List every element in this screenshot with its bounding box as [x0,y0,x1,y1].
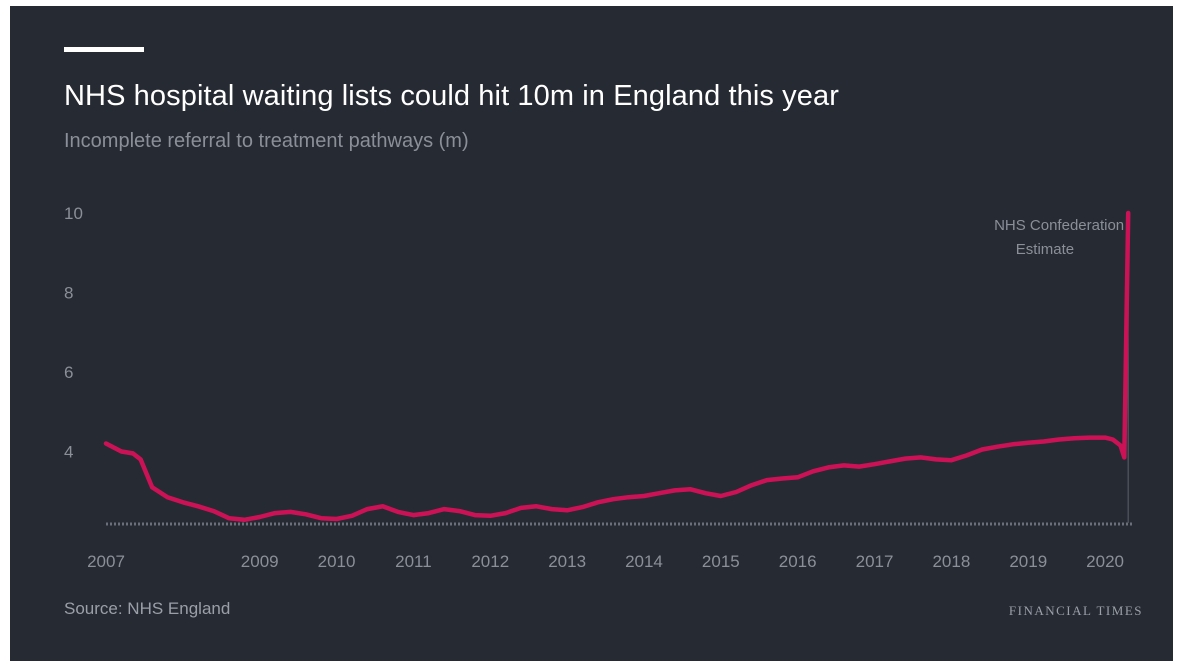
chart-title: NHS hospital waiting lists could hit 10m… [64,80,839,112]
series-line [103,210,1131,523]
annotation-text-line-1: NHS Confederation [994,217,1124,234]
chart-subtitle: Incomplete referral to treatment pathway… [64,130,469,152]
x-tick-label: 2009 [241,552,279,571]
x-axis: 2007 2009 2010 2011 2012 2013 2014 2015 2016 2017… [87,552,1124,571]
y-tick-label: 4 [64,442,73,461]
x-tick-label: 2019 [1009,552,1047,571]
y-tick-label: 10 [64,204,83,223]
x-tick-label: 2012 [471,552,509,571]
y-tick-label: 6 [64,363,73,382]
x-tick-label: 2013 [548,552,586,571]
annotation-text-line-2: Estimate [1016,241,1074,258]
x-tick-label: 2007 [87,552,125,571]
x-tick-label: 2016 [779,552,817,571]
x-tick-label: 2015 [702,552,740,571]
x-tick-label: 2011 [395,552,432,571]
x-tick-label: 2020 [1086,552,1124,571]
source-note: Source: NHS England [64,599,231,618]
accent-bar [64,47,144,52]
brand-logo: FINANCIAL TIMES [1008,603,1143,618]
y-tick-label: 8 [64,283,73,302]
x-tick-label: 2014 [625,552,663,571]
y-axis: 10 8 6 4 [64,204,83,461]
x-tick-label: 2010 [318,552,356,571]
x-tick-label: 2018 [932,552,970,571]
chart-panel: NHS hospital waiting lists could hit 10m… [10,6,1173,661]
x-tick-label: 2017 [856,552,894,571]
